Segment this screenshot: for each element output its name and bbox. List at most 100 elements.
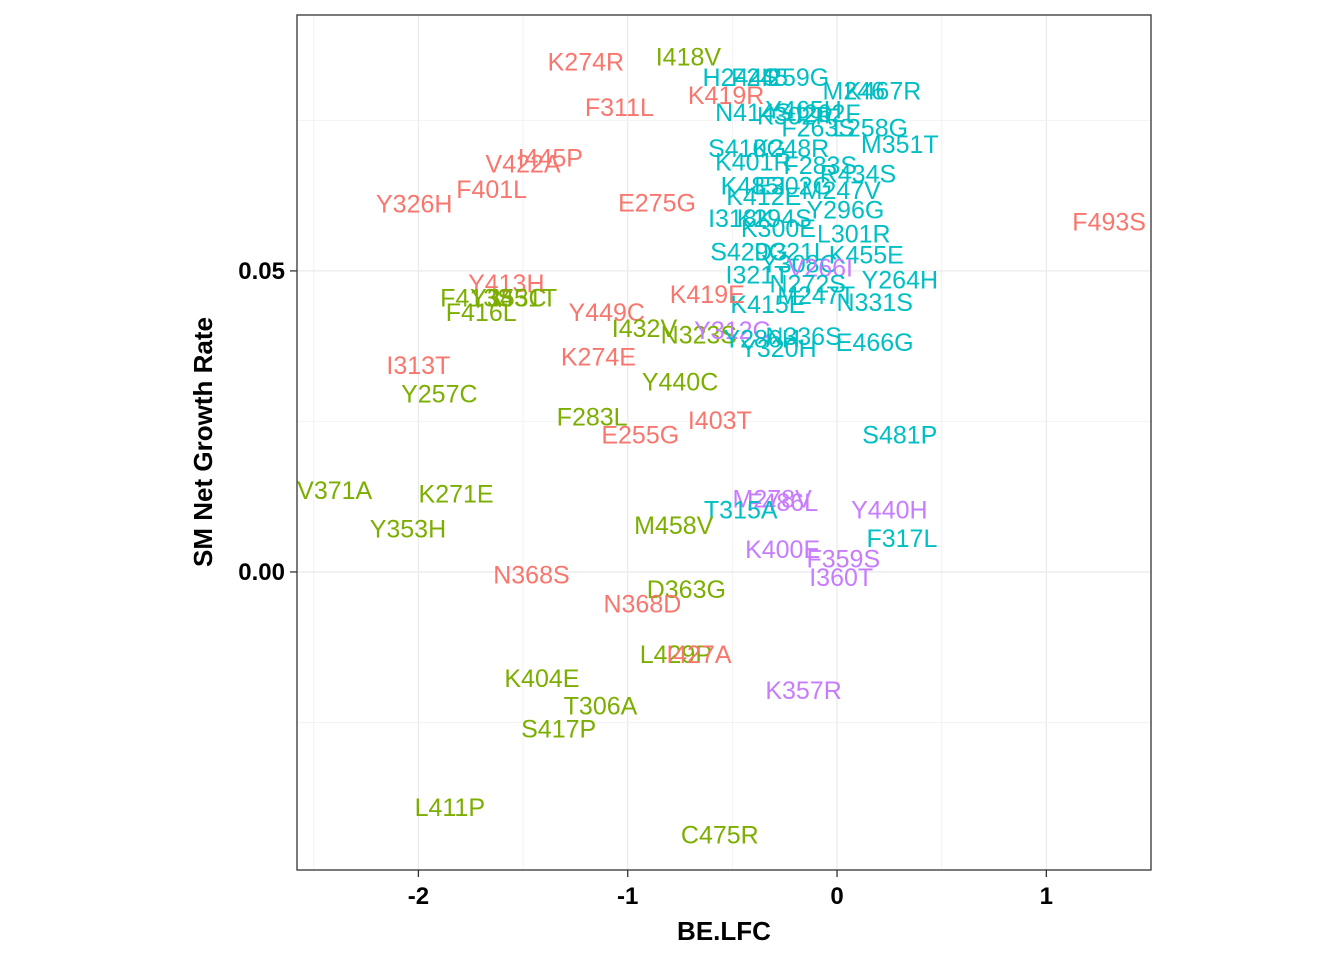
point-label-y440h: Y440H [851, 496, 927, 524]
point-label-k467r: K467R [845, 77, 921, 105]
point-label-y286h: Y286H [723, 325, 799, 353]
point-label-n368s: N368S [493, 561, 569, 589]
point-label-k357r: K357R [765, 677, 841, 705]
point-label-f401l: F401L [456, 176, 527, 204]
point-label-m278v: M278V [733, 485, 813, 513]
point-label-n272s: N272S [769, 271, 845, 299]
point-label-h244s: H244S [703, 64, 779, 92]
point-label-l429p: L429P [640, 641, 712, 669]
point-label-s481p: S481P [862, 422, 937, 450]
y-axis-title: SM Net Growth Rate [188, 317, 218, 567]
point-label-y326h: Y326H [376, 190, 452, 218]
point-label-f283s: F283S [783, 152, 857, 180]
point-label-c475r: C475R [681, 821, 759, 849]
point-label-d363g: D363G [647, 576, 726, 604]
point-label-m247v: M247V [802, 177, 882, 205]
point-label-i318k: I318K [708, 205, 774, 233]
point-label-f311l: F311L [585, 94, 654, 122]
point-label-y465h: Y465H [765, 97, 841, 125]
point-label-i403t: I403T [688, 407, 752, 435]
point-label-i445p: I445P [518, 145, 583, 173]
point-label-k455e: K455E [829, 242, 904, 270]
point-label-n323s: N323S [661, 322, 737, 350]
point-label-f283l: F283L [557, 404, 628, 432]
point-label-n368d: N368D [603, 590, 681, 618]
point-label-t306a: T306A [564, 693, 638, 721]
point-label-k400e: K400E [745, 536, 820, 564]
point-label-i259g: I259G [761, 64, 829, 92]
point-label-y296g: Y296G [806, 196, 884, 224]
x-axis-title: BE.LFC [677, 916, 771, 946]
point-label-f359s: F359S [806, 546, 880, 574]
point-label-m246: M246 [823, 77, 886, 105]
point-label-k302r: K302R [757, 103, 833, 131]
point-label-y353c: Y353C [470, 284, 546, 312]
point-label-k485i: K485I [721, 172, 786, 200]
point-label-n331s: N331S [836, 289, 912, 317]
grid-lines [297, 15, 1152, 870]
point-label-l411p: L411P [415, 794, 485, 822]
plot-border [296, 14, 1152, 871]
point-label-y440c: Y440C [642, 369, 718, 397]
point-label-i451t: I451T [493, 284, 557, 312]
point-label-y312c: Y312C [694, 317, 770, 345]
point-label-k412e: K412E [726, 183, 801, 211]
point-label-s429g: S429G [710, 239, 788, 267]
point-label-n336s: N336S [765, 323, 841, 351]
point-label-k274r: K274R [548, 48, 624, 76]
point-label-y449c: Y449C [569, 299, 645, 327]
point-label-r434s: R434S [820, 160, 896, 188]
point-label-k274e: K274E [561, 343, 636, 371]
point-label-i418v: I418V [656, 44, 722, 72]
point-label-i432v: I432V [612, 315, 678, 343]
point-label-f416l: F416L [446, 299, 517, 327]
point-label-y353h: Y353H [370, 516, 446, 544]
point-label-f263s: F263S [781, 115, 855, 143]
point-label-i313t: I313T [386, 352, 450, 380]
point-label-e255g: E255G [601, 422, 679, 450]
plot-background [297, 15, 1151, 870]
point-label-y257c: Y257C [401, 381, 477, 409]
point-label-k401r: K401R [715, 148, 791, 176]
point-label-k419e: K419E [670, 281, 745, 309]
point-label-i360t: I360T [809, 564, 873, 592]
y-tick-label: 0.05 [238, 258, 285, 285]
x-tick-label: 0 [830, 883, 843, 910]
point-label-f413s: F413S [440, 284, 514, 312]
point-label-e466g: E466G [836, 329, 914, 357]
point-label-i321t: I321T [726, 262, 790, 290]
point-label-n414s: N414S [715, 99, 791, 127]
point-label-m247t: M247T [777, 282, 855, 310]
point-label-l258g: L258G [833, 115, 908, 143]
point-label-e302g: E302G [754, 172, 832, 200]
point-label-f486l: F486L [747, 489, 818, 517]
axes: -2 -1 0 1 0.00 0.05 [238, 258, 1053, 910]
point-label-f493s: F493S [1072, 209, 1146, 237]
point-label-v371a: V371A [297, 477, 372, 505]
point-label-y264h: Y264H [862, 266, 938, 294]
point-label-f245: F245 [731, 64, 788, 92]
point-label-f317l: F317L [866, 525, 937, 553]
point-label-y308c: Y308C [761, 251, 837, 279]
point-label-s417p: S417P [521, 716, 596, 744]
point-label-s410g: S410G [708, 135, 786, 163]
point-label-i262f: I262F [797, 100, 861, 128]
point-label-t315a: T315A [704, 496, 778, 524]
point-label-v266i: V266I [788, 254, 853, 282]
point-label-k404e: K404E [504, 665, 579, 693]
point-label-k248r: K248R [753, 135, 829, 163]
point-label-e275g: E275G [618, 189, 696, 217]
y-tick-label: 0.00 [238, 559, 285, 586]
x-tick-label: 1 [1040, 883, 1053, 910]
point-label-m458v: M458V [634, 512, 714, 540]
point-label-k419r: K419R [688, 82, 764, 110]
point-label-m351t: M351T [861, 131, 939, 159]
point-label-d321l: D321L [754, 239, 828, 267]
point-label-k294s: K294S [737, 205, 812, 233]
x-tick-label: -2 [408, 883, 429, 910]
point-label-y413h: Y413H [468, 270, 544, 298]
x-tick-label: -1 [617, 883, 638, 910]
